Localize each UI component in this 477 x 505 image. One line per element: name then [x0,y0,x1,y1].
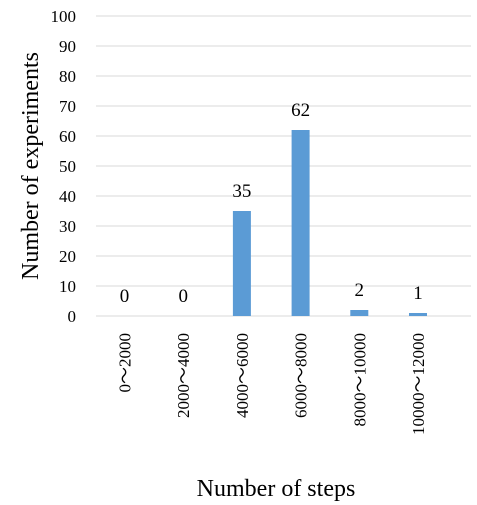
y-tick-label: 10 [59,277,76,296]
bar [350,310,369,316]
y-tick-label: 20 [59,247,76,266]
bar [291,130,310,316]
gridlines [96,15,471,317]
y-tick-labels: 0 10 20 30 40 50 60 70 80 90 100 [51,7,77,326]
y-tick-label: 50 [59,157,76,176]
y-tick-label: 0 [68,307,77,326]
x-category-label: 2000～4000 [174,333,193,418]
data-labels: 0 0 35 62 2 1 [120,100,423,307]
data-label: 0 [120,286,130,307]
y-tick-label: 40 [59,187,76,206]
y-tick-label: 70 [59,97,76,116]
x-category-label: 10000～12000 [409,333,428,435]
y-tick-label: 80 [59,67,76,86]
x-category-label: 4000～6000 [233,333,252,418]
x-category-label: 0～2000 [116,333,135,393]
data-label: 1 [413,283,423,304]
bars [232,130,427,316]
y-tick-label: 30 [59,217,76,236]
y-axis-title: Number of experiments [18,52,44,280]
data-label: 35 [232,181,251,202]
bar [232,211,251,316]
y-tick-label: 60 [59,127,76,146]
y-tick-label: 90 [59,37,76,56]
data-label: 62 [291,100,310,121]
bar [409,313,427,316]
x-category-labels: 0～2000 2000～4000 4000～6000 6000～8000 8000～10… [116,333,429,435]
x-category-label: 8000～10000 [350,333,369,427]
data-label: 2 [355,280,365,301]
data-label: 0 [178,286,188,307]
y-tick-label: 100 [51,7,77,26]
x-axis-title: Number of steps [197,476,356,502]
x-category-label: 6000～8000 [292,333,311,418]
